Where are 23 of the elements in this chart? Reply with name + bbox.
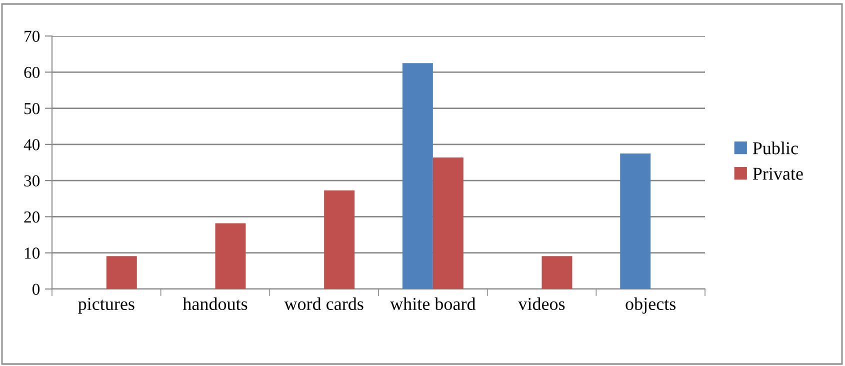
x-tick-label: videos — [518, 297, 565, 310]
bar — [402, 63, 433, 289]
y-tick-label: 40 — [24, 139, 40, 150]
bar — [106, 256, 137, 289]
y-tick-label: 70 — [24, 30, 40, 42]
y-tick-label: 0 — [32, 284, 40, 295]
legend-label: Public — [752, 142, 798, 154]
y-tick-label: 50 — [24, 102, 40, 114]
x-tick-label: white board — [390, 297, 476, 310]
bar — [324, 190, 355, 289]
y-tick-label: 60 — [24, 66, 40, 78]
bar — [542, 256, 572, 289]
y-tick-label: 30 — [24, 175, 40, 187]
bar — [620, 153, 651, 289]
x-tick-label: handouts — [182, 297, 248, 310]
bar — [432, 157, 464, 289]
x-tick-label: pictures — [78, 298, 134, 314]
x-tick-label: word cards — [284, 297, 364, 310]
y-tick-label: 20 — [24, 211, 40, 223]
legend-label: Private — [752, 168, 803, 180]
y-tick-label: 10 — [24, 248, 40, 259]
bar — [215, 223, 246, 289]
x-tick-label: objects — [626, 297, 676, 314]
